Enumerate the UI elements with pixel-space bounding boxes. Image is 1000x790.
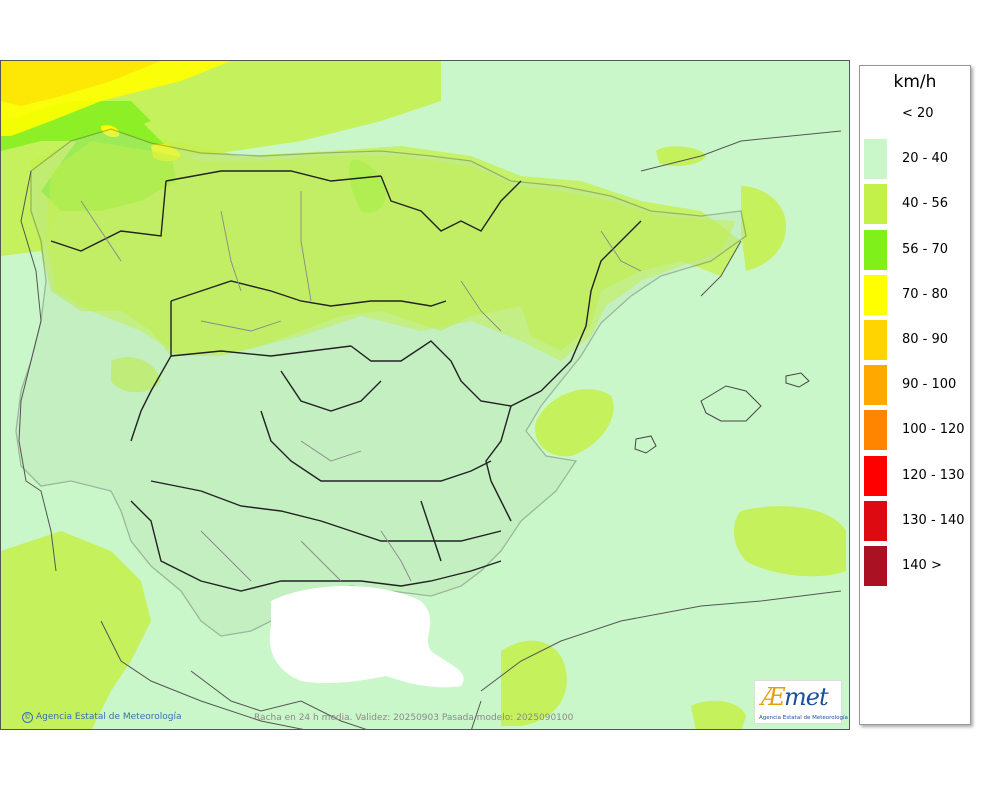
legend-item: 56 - 70 (864, 229, 968, 270)
legend-item: 140 > (864, 546, 968, 586)
legend-label: 40 - 56 (902, 196, 949, 212)
region-borders (50, 170, 642, 592)
land-north-overlay (46, 141, 736, 361)
aemet-logo-subtitle: Agencia Estatal de Meteorología (759, 715, 848, 721)
legend-unit: km/h (893, 72, 937, 92)
copyright-icon: © (22, 712, 33, 723)
legend-label: 100 - 120 (902, 422, 965, 438)
legend-item: 20 - 40 (864, 139, 968, 180)
legend-label: 130 - 140 (902, 512, 965, 528)
legend-swatch (864, 184, 887, 225)
zone-70-80-spot2 (101, 125, 120, 137)
coastlines (18, 130, 842, 729)
legend-item: 70 - 80 (864, 274, 968, 315)
legend-label: 56 - 70 (902, 241, 949, 257)
legend-label: 140 > (902, 558, 942, 573)
zone-80-90 (1, 61, 161, 106)
legend-swatch (864, 365, 887, 406)
legend-swatch (864, 546, 887, 586)
legend-swatch (864, 139, 887, 180)
legend-label: 20 - 40 (902, 151, 949, 167)
map-canvas (1, 61, 849, 729)
legend-label: 90 - 100 (902, 377, 957, 393)
validity-footer: Racha en 24 h media. Validez: 20250903 P… (254, 713, 574, 723)
aemet-logo: Æmet Agencia Estatal de Meteorología (754, 680, 848, 724)
legend-label: 120 - 130 (902, 467, 965, 483)
copyright-footer: © Agencia Estatal de Meteorología (22, 712, 182, 723)
wind-gust-map (0, 60, 850, 730)
legend-label: 80 - 90 (902, 332, 949, 347)
legend-swatch (864, 320, 887, 360)
legend-label: 70 - 80 (902, 286, 949, 302)
legend-item: 120 - 130 (864, 455, 968, 496)
legend-swatch (864, 500, 887, 541)
legend-label: < 20 (902, 106, 934, 121)
legend-swatch (864, 274, 887, 315)
africa-coast (190, 670, 482, 729)
legend-item: 130 - 140 (864, 500, 968, 541)
legend-item: 90 - 100 (864, 365, 968, 406)
copyright-text: Agencia Estatal de Meteorología (36, 712, 182, 722)
legend-swatch (864, 410, 887, 451)
zone-below-20 (269, 586, 464, 688)
province-borders (80, 191, 642, 582)
legend-swatch (864, 229, 887, 270)
legend-item: 100 - 120 (864, 410, 968, 451)
legend-item: < 20 (864, 94, 968, 134)
balearic-islands (634, 372, 810, 454)
wind-legend: km/h < 20 20 - 40 40 - 56 56 - 70 70 - 80 80 … (859, 65, 971, 725)
legend-swatch (864, 455, 887, 496)
legend-item: 40 - 56 (864, 184, 968, 225)
legend-item: 80 - 90 (864, 320, 968, 360)
aemet-logo-mark: Æmet (761, 683, 829, 711)
legend-swatch (864, 94, 887, 134)
